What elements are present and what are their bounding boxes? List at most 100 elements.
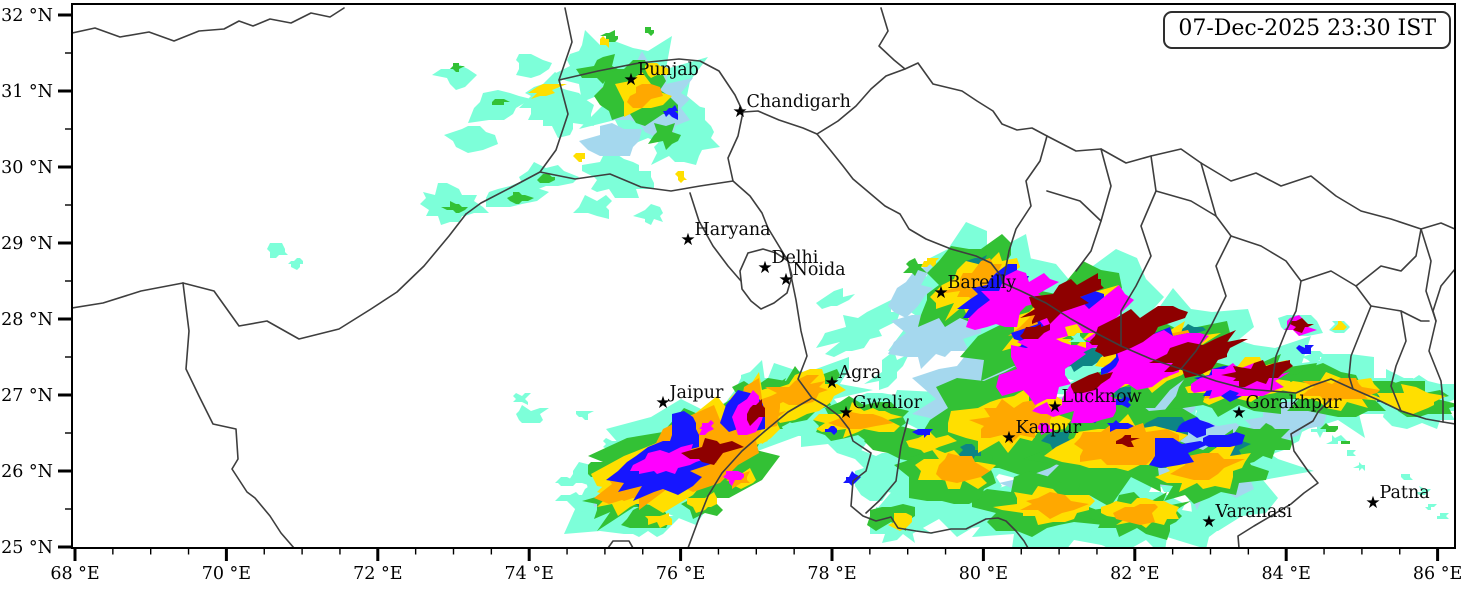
city-star-icon: ★ [680, 230, 695, 250]
precip-cell-orange [627, 84, 663, 108]
precip-cell-yellow [675, 171, 687, 183]
precip-cell-green [645, 27, 654, 36]
timestamp-box: 07-Dec-2025 23:30 IST [1163, 11, 1451, 49]
city-label: Noida [793, 260, 846, 280]
boundary-line [816, 133, 1004, 284]
boundary-line [816, 68, 906, 135]
precip-cell-dark-red [1290, 318, 1314, 333]
precip-cell-orange [939, 258, 1008, 300]
x-tick-label: 78 °E [807, 564, 856, 584]
precip-cell-cyan [1353, 462, 1365, 471]
y-tick-label: 25 °N [1, 538, 53, 558]
city-label: Bareilly [948, 273, 1017, 293]
precip-cell-cyan [516, 54, 552, 78]
precip-cell-cyan [633, 204, 663, 225]
city-label: Haryana [695, 220, 771, 240]
precip-cell-cyan [1326, 435, 1347, 444]
precip-cell-yellow [600, 36, 609, 48]
x-tick-label: 68 °E [50, 564, 99, 584]
precip-cell-blue [1113, 396, 1131, 408]
precip-cell-cyan [1302, 351, 1326, 363]
boundary-line [689, 192, 742, 282]
city-label: Punjab [638, 60, 699, 80]
precip-cell-dark-red [1089, 306, 1188, 357]
precip-cell-green [492, 99, 510, 105]
city-star-icon: ★ [1231, 403, 1246, 423]
precip-cell-green [600, 30, 618, 42]
x-tick-label: 76 °E [656, 564, 705, 584]
precip-cell-dark-red [1116, 435, 1140, 447]
precip-cell-green [537, 174, 555, 183]
precip-cell-green [1341, 441, 1350, 444]
boundary-line [1046, 135, 1454, 230]
precip-cell-pale-blue [888, 264, 933, 318]
precip-cell-cyan [1416, 486, 1431, 495]
city-label: Gwalior [853, 393, 923, 413]
boundary-line [727, 111, 813, 399]
precip-cell-yellow [528, 84, 567, 99]
city-star-icon: ★ [1001, 428, 1016, 448]
precip-cell-yellow [645, 513, 672, 528]
boundary-line [739, 248, 793, 310]
precip-cell-cyan [864, 351, 909, 390]
precip-cell-cyan [555, 477, 576, 486]
boundary-line [73, 282, 184, 309]
precip-cell-dark-red [681, 438, 744, 465]
precip-cell-cyan [555, 492, 594, 510]
precip-cell-teal [1059, 348, 1104, 372]
city-star-icon: ★ [838, 403, 853, 423]
boundary-line [1230, 235, 1302, 392]
y-tick-label: 29 °N [1, 234, 53, 254]
precip-cell-orange [1020, 492, 1089, 519]
tick-label-layer: 68 °E 70 °E 72 °E 74 °E 76 °E 78 °E 80 °E 82 °E… [1, 6, 1462, 584]
precip-cell-blue [1107, 420, 1134, 432]
tick-layer [58, 13, 1440, 561]
boundary-line [558, 58, 818, 135]
city-star-icon: ★ [1047, 397, 1062, 417]
timestamp-label: 07-Dec-2025 23:30 IST [1178, 16, 1436, 41]
precip-cell-cyan [468, 90, 531, 123]
y-tick-label: 32 °N [1, 6, 53, 26]
boundary-line [1432, 268, 1454, 322]
boundary-line [1237, 398, 1332, 547]
precip-cell-blue [663, 105, 678, 120]
x-tick-label: 82 °E [1110, 564, 1159, 584]
city-star-icon: ★ [1365, 493, 1380, 513]
precip-cell-dark-red [1020, 273, 1104, 324]
precip-cell-magenta [1050, 381, 1125, 423]
boundary-layer [73, 7, 1454, 547]
precip-cell-blue [1149, 438, 1209, 468]
y-tick-label: 31 °N [1, 82, 53, 102]
boundary-line [1100, 148, 1112, 222]
boundary-line [865, 418, 909, 514]
city-label: Jaipur [668, 383, 725, 403]
boundary-line [687, 397, 813, 547]
city-label: Patna [1380, 483, 1430, 503]
boundary-line [182, 282, 295, 547]
precip-cell-green [648, 123, 681, 150]
precip-cell-cyan [816, 288, 855, 309]
city-layer: ★Punjab★Chandigarh★Haryana★Delhi★Noida★J… [623, 60, 1429, 532]
x-tick-label: 86 °E [1413, 564, 1462, 584]
boundary-line [1046, 190, 1102, 272]
precip-cell-cyan [1437, 513, 1449, 519]
boundary-line [1370, 305, 1430, 322]
city-label: Gorakhpur [1246, 393, 1343, 413]
boundary-line [1200, 162, 1217, 217]
city-star-icon: ★ [1201, 512, 1216, 532]
precip-cell-blue [1296, 345, 1314, 354]
precip-cell-green [1320, 423, 1338, 432]
precip-cell-green [903, 258, 927, 276]
boundary-line [811, 397, 1029, 547]
precip-cell-orange [969, 399, 1056, 444]
boundary-line [607, 540, 634, 547]
boundary-line [1390, 310, 1407, 412]
precip-cell-magenta [996, 333, 1086, 405]
city-star-icon: ★ [933, 283, 948, 303]
boundary-line [1180, 235, 1232, 370]
boundary-line [1355, 228, 1422, 287]
precip-cell-magenta [723, 471, 744, 486]
precip-cell-green [576, 54, 618, 84]
precip-cell-cyan [516, 405, 549, 423]
